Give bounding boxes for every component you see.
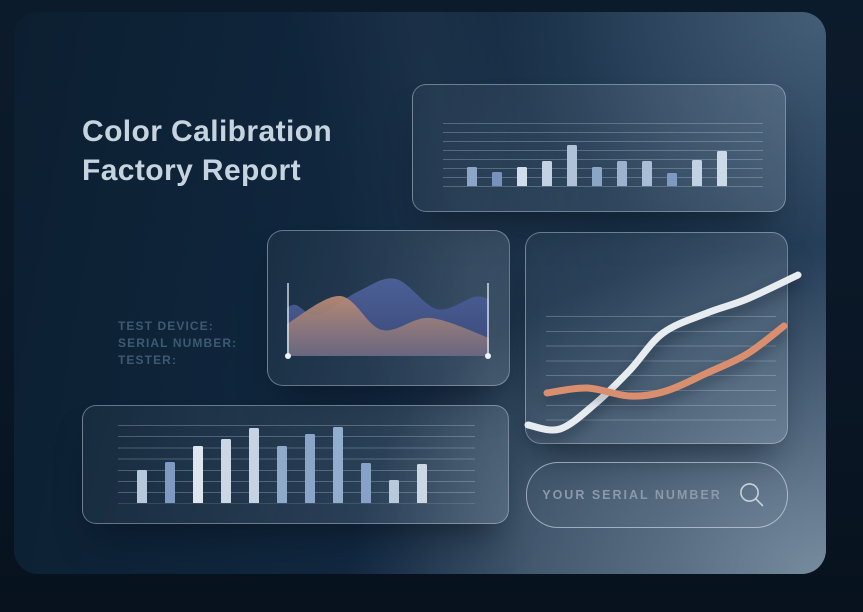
gridlines (118, 425, 475, 504)
bar-chart-bottom (137, 413, 427, 503)
serial-number-search[interactable] (526, 462, 788, 528)
bar (417, 464, 427, 503)
report-panel: Color Calibration Factory Report (14, 12, 826, 574)
bar (305, 434, 315, 503)
bar (717, 151, 727, 186)
bar (137, 470, 147, 503)
bar (642, 161, 652, 186)
bar (667, 173, 677, 186)
area-chart-card (267, 230, 510, 386)
line-chart-card (524, 232, 802, 444)
bar (333, 427, 343, 503)
bar (492, 172, 502, 186)
page-title-line2: Factory Report (82, 154, 301, 187)
bar (277, 446, 287, 503)
bar-chart-card-bottom (82, 405, 509, 524)
right-endpoint-dot (485, 353, 491, 359)
bar (517, 167, 527, 186)
white-curve (524, 271, 802, 434)
tester-label: TESTER: (118, 353, 178, 367)
bar (221, 439, 231, 503)
serial-number-label: SERIAL NUMBER: (118, 336, 238, 350)
left-endpoint-dot (285, 353, 291, 359)
test-device-label: TEST DEVICE: (118, 319, 214, 333)
bar (249, 428, 259, 503)
device-info-labels: TEST DEVICE: SERIAL NUMBER: TESTER: (118, 318, 237, 369)
bar (692, 160, 702, 186)
orange-curve (543, 322, 788, 400)
page-title-line1: Color Calibration (82, 115, 333, 148)
orange-wave-area (287, 295, 489, 356)
bar-chart-top (467, 116, 727, 186)
bar (389, 480, 399, 503)
bar (617, 161, 627, 186)
bar (193, 446, 203, 503)
bar (165, 462, 175, 503)
wave-area-chart (285, 278, 491, 359)
bar (567, 145, 577, 186)
page-title: Color Calibration Factory Report (82, 112, 332, 190)
bar (467, 167, 477, 186)
serial-number-input[interactable] (527, 463, 787, 527)
search-icon[interactable] (739, 482, 765, 508)
bar (542, 161, 552, 186)
bar (592, 167, 602, 186)
bar (361, 463, 371, 503)
bar-chart-card-top (412, 84, 786, 212)
calibration-curves-chart (524, 271, 802, 434)
